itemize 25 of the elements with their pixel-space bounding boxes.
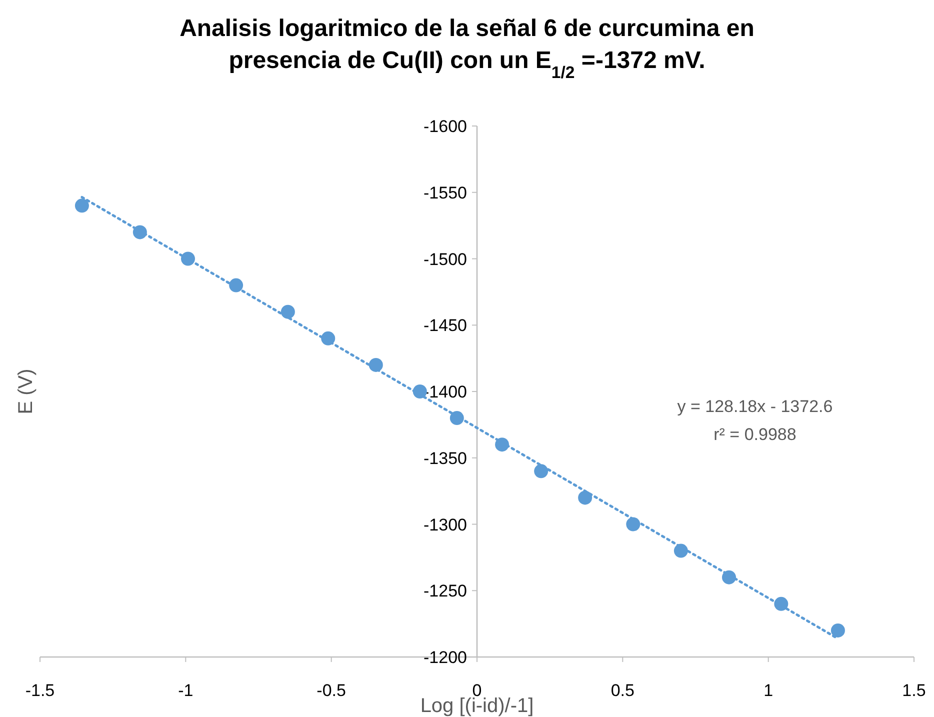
point [280, 304, 295, 319]
x-tick-label: -0.5 [316, 681, 346, 700]
x-axis-title: Log [(i-id)/-1] [420, 695, 534, 717]
point [534, 464, 548, 478]
y-tick-label: -1200 [424, 648, 467, 667]
y-tick-label: -1500 [424, 250, 467, 269]
y-tick-label: -1300 [424, 515, 467, 534]
y-tick-label: -1400 [424, 382, 467, 402]
chart-title: Analisis logaritmico de la señal 6 de curcumina en presencia de Cu(II) con un E$_{1/2}$ =-1372 mV. [180, 15, 754, 82]
x-tick-label: 1.5 [902, 681, 926, 700]
point [830, 623, 845, 638]
y-axis-title: E (V) [15, 368, 37, 414]
x-tick-label: 0.5 [610, 681, 634, 700]
point [578, 490, 592, 505]
y-tick-label: -1550 [424, 183, 467, 202]
x-tick-label: 1 [764, 681, 774, 700]
annotation: y = 128.18x - 1372.6 [677, 397, 833, 416]
x-tick-label: -1 [178, 681, 194, 700]
y-tick-label: -1450 [424, 316, 467, 336]
y-tick-label: -1250 [424, 582, 467, 601]
y-tick-label: -1600 [424, 117, 467, 136]
annotation: r² = 0.9988 [714, 425, 796, 444]
point [74, 198, 89, 213]
y-tick-label: -1350 [424, 448, 467, 468]
x-tick-label: -1.5 [25, 681, 55, 700]
